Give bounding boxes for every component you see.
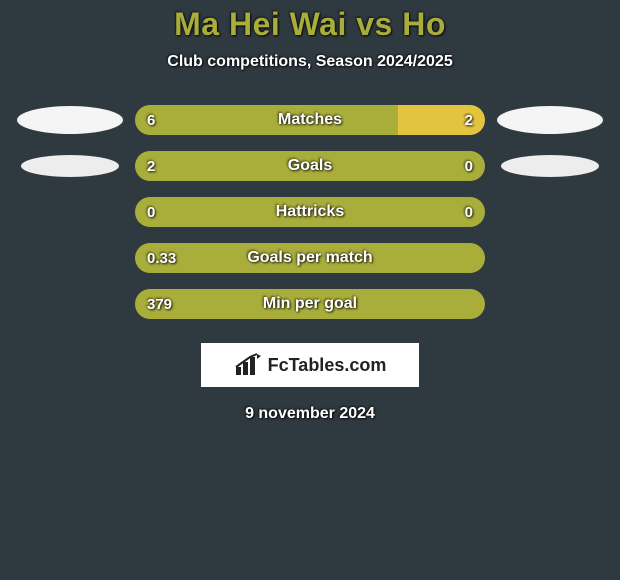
subtitle: Club competitions, Season 2024/2025: [0, 53, 620, 71]
left-side: [5, 155, 135, 177]
stat-rows: Matches62 Goals20 Hattricks00 Goals per mat…: [0, 97, 620, 327]
bar-segment-right: [398, 105, 486, 135]
left-side: [5, 106, 135, 134]
right-side: [485, 155, 615, 177]
bar-segment-left: [135, 243, 485, 273]
player-ellipse-right: [497, 106, 603, 134]
player-ellipse-right: [501, 155, 599, 177]
stat-row: Goals per match0.33: [0, 235, 620, 281]
stat-row: Min per goal379: [0, 281, 620, 327]
stat-bar: Goals20: [135, 151, 485, 181]
bar-segment-left: [135, 197, 485, 227]
bar-segment-left: [135, 151, 485, 181]
brand-text: FcTables.com: [268, 355, 387, 376]
stat-row: Matches62: [0, 97, 620, 143]
stat-bar: Goals per match0.33: [135, 243, 485, 273]
player-ellipse-left: [21, 155, 119, 177]
right-side: [485, 106, 615, 134]
bars-icon: [234, 353, 262, 377]
bar-segment-left: [135, 105, 398, 135]
stat-bar: Min per goal379: [135, 289, 485, 319]
page-title: Ma Hei Wai vs Ho: [0, 0, 620, 43]
date-text: 9 november 2024: [0, 405, 620, 423]
stat-row: Hattricks00: [0, 189, 620, 235]
stat-bar: Hattricks00: [135, 197, 485, 227]
bar-segment-left: [135, 289, 485, 319]
stat-row: Goals20: [0, 143, 620, 189]
stat-bar: Matches62: [135, 105, 485, 135]
comparison-infographic: Ma Hei Wai vs Ho Club competitions, Seas…: [0, 0, 620, 580]
brand-logo: FcTables.com: [201, 343, 419, 387]
player-ellipse-left: [17, 106, 123, 134]
